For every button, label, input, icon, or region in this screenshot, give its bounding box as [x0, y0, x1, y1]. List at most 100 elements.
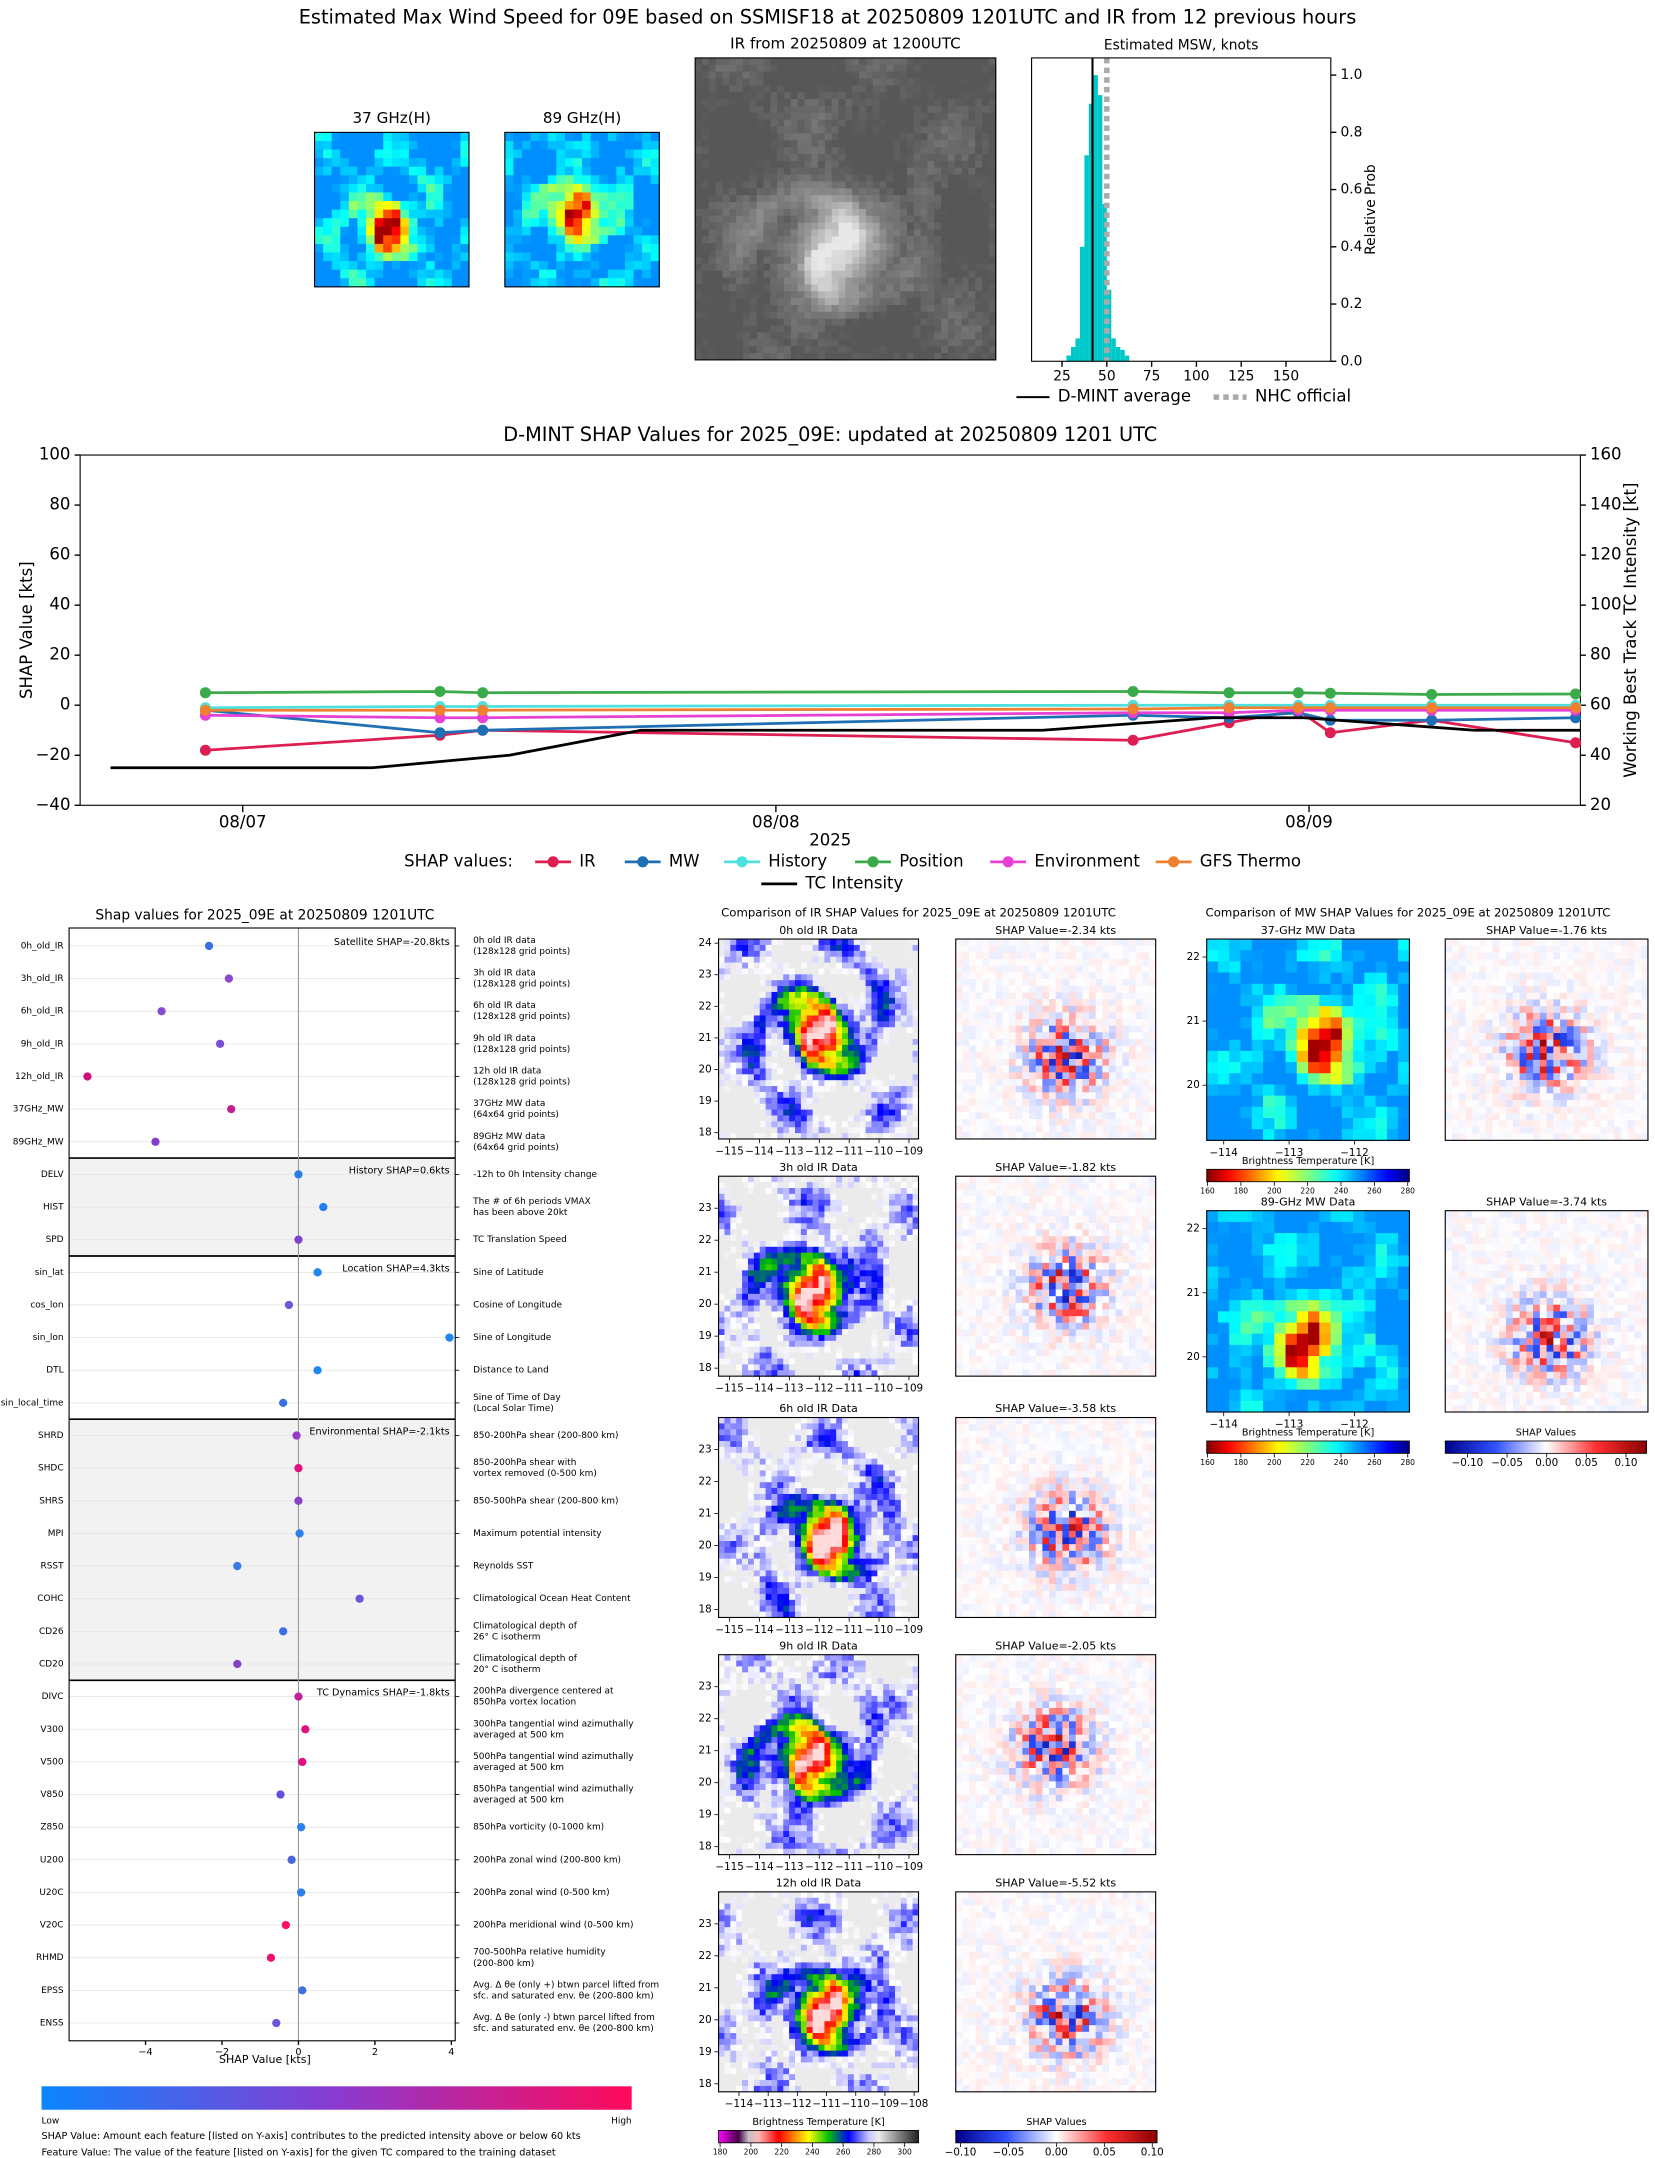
- pixel: [530, 261, 540, 271]
- pixel: [607, 243, 617, 254]
- pixel: [722, 188, 730, 196]
- x-tick-label: −2: [215, 2047, 229, 2058]
- pixel: [417, 278, 427, 288]
- pixel: [400, 158, 410, 168]
- pixel: [749, 270, 758, 279]
- pixel: [564, 175, 575, 185]
- pixel: [865, 1127, 873, 1134]
- pixel: [982, 1039, 990, 1047]
- pixel: [701, 78, 710, 86]
- pixel: [838, 112, 846, 121]
- pixel: [811, 229, 819, 237]
- pixel: [1069, 992, 1077, 1000]
- pixel: [1042, 1032, 1050, 1040]
- pixel: [434, 158, 444, 168]
- pixel: [806, 1086, 814, 1093]
- pixel: [871, 962, 878, 969]
- pixel: [530, 175, 540, 185]
- pixel: [859, 325, 867, 333]
- pixel: [894, 1033, 902, 1040]
- pixel: [742, 174, 751, 183]
- pixel: [982, 57, 990, 66]
- pixel: [988, 153, 997, 162]
- pixel: [961, 325, 969, 333]
- pixel: [1075, 1065, 1083, 1073]
- pixel: [323, 218, 333, 228]
- pixel: [853, 939, 861, 946]
- pixel: [818, 263, 826, 272]
- y2-tick-label: 120: [1590, 545, 1622, 564]
- pixel: [894, 1091, 902, 1099]
- pixel: [913, 153, 922, 162]
- pixel: [749, 99, 758, 107]
- pixel: [830, 1121, 837, 1128]
- pixel: [968, 112, 976, 121]
- pixel: [906, 1074, 914, 1081]
- pixel: [383, 269, 393, 279]
- pixel: [954, 256, 963, 265]
- pixel: [715, 298, 724, 306]
- pixel: [708, 291, 717, 299]
- pixel: [749, 92, 758, 100]
- pixel: [804, 119, 812, 128]
- pixel: [1042, 1012, 1050, 1020]
- pixel: [742, 1015, 749, 1022]
- pixel: [1055, 999, 1063, 1007]
- pixel: [893, 339, 901, 347]
- pixel: [530, 218, 540, 228]
- pixel: [783, 950, 790, 958]
- pixel: [889, 1015, 896, 1022]
- pixel: [1075, 1005, 1083, 1013]
- pixel: [695, 147, 703, 155]
- pixel: [795, 1068, 802, 1075]
- pixel: [947, 236, 956, 244]
- pixel: [1069, 985, 1077, 993]
- pixel: [722, 119, 730, 128]
- pixel: [941, 71, 949, 80]
- pixel: [982, 64, 990, 73]
- pixel: [894, 962, 902, 969]
- pixel: [765, 944, 773, 952]
- pixel: [811, 215, 819, 224]
- pixel: [795, 1121, 802, 1128]
- pixel: [765, 1021, 773, 1028]
- pixel: [756, 85, 764, 93]
- pixel: [1069, 965, 1077, 973]
- pixel: [1069, 979, 1077, 987]
- pixel: [975, 992, 983, 1000]
- pixel: [824, 968, 831, 975]
- pixel: [804, 78, 812, 86]
- pixel: [724, 1021, 731, 1028]
- pixel: [736, 229, 744, 237]
- pixel: [383, 192, 393, 202]
- pixel: [853, 1044, 861, 1052]
- pixel: [824, 195, 833, 203]
- pixel: [1129, 1019, 1137, 1027]
- pixel: [906, 962, 914, 969]
- pixel: [715, 243, 724, 251]
- pixel: [893, 195, 901, 203]
- pixel: [968, 325, 976, 333]
- pixel: [982, 1125, 990, 1133]
- pixel: [1102, 1039, 1110, 1047]
- pixel: [730, 1086, 737, 1093]
- pixel: [1062, 1025, 1070, 1033]
- pixel: [883, 1068, 890, 1075]
- pixel: [824, 236, 833, 244]
- pixel: [800, 1044, 808, 1052]
- feature-description: TC Translation Speed: [472, 1235, 567, 1245]
- pixel: [845, 243, 853, 251]
- pixel: [893, 291, 901, 299]
- pixel: [872, 64, 881, 73]
- feature-dot: [227, 1104, 236, 1114]
- pixel: [599, 140, 609, 151]
- dot-chart: Shap values for 2025_09E at 20250809 120…: [1, 908, 659, 2158]
- pixel: [753, 1127, 761, 1134]
- pixel: [742, 57, 751, 66]
- pixel: [1069, 1025, 1077, 1033]
- pixel: [742, 1091, 749, 1099]
- pixel: [995, 1098, 1003, 1107]
- pixel: [865, 1068, 873, 1075]
- pixel: [650, 278, 660, 288]
- pixel: [756, 215, 764, 224]
